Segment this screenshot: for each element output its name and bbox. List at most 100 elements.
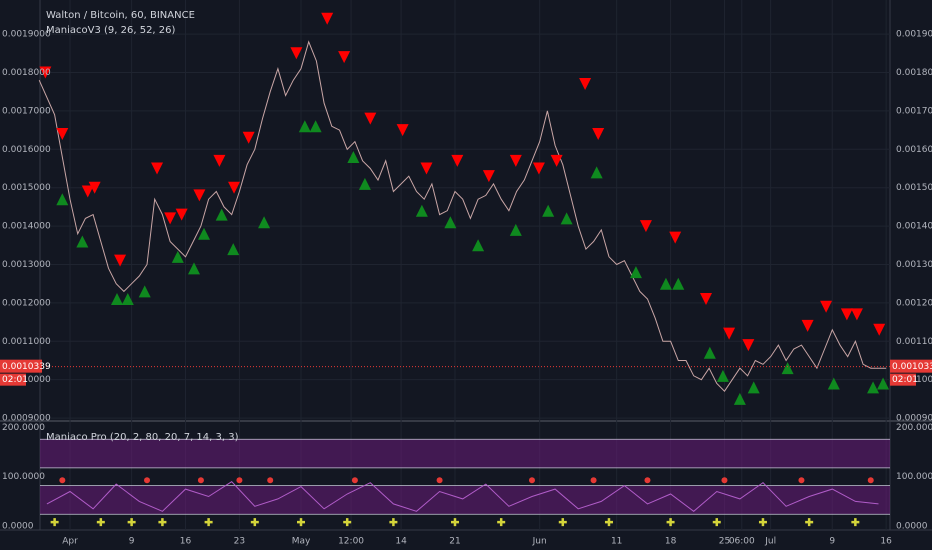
series-line [46,481,879,512]
signal-cross [712,518,721,527]
buy-signal [747,381,760,394]
sell-signal [164,212,177,225]
signal-cross [250,518,259,527]
signal-dot [528,477,535,484]
buy-signal [76,235,89,248]
sell-signal [88,181,101,194]
buy-signal [56,193,69,206]
buy-signal [781,362,794,375]
sell-signal [81,185,94,198]
sell-signal [579,78,592,91]
y-tick-label: 0.0019000 [896,30,932,40]
y-tick-label: 0.0015000 [2,183,51,193]
buy-signal [187,262,200,275]
oscillator-title: Maniaco Pro (20, 2, 80, 20, 7, 14, 3, 3) [46,432,239,443]
y-tick-label: 0.0010000 [2,375,51,385]
y-tick-label: 0.0017000 [2,106,51,116]
y-tick-label: 0.0019000 [2,30,51,40]
signal-cross [758,518,767,527]
sell-signal [396,124,409,137]
buy-signal [703,346,716,359]
signal-cross [450,518,459,527]
signal-cross [604,518,613,527]
x-tick-label: 12:00 [338,537,364,547]
price-tag [0,359,42,373]
buy-signal [509,223,522,236]
buy-signal [415,204,428,217]
signal-dot [267,477,274,484]
sell-signal [193,189,206,202]
y-tick-label: 0.0009000 [896,414,932,424]
signal-cross [389,518,398,527]
signal-cross [297,518,306,527]
signal-cross [50,518,59,527]
x-tick-label: 11 [611,537,622,547]
y-tick-label: 0.0009000 [2,414,51,424]
sell-signal [338,51,351,64]
signal-cross [343,518,352,527]
y-tick-label: 100.0000 [896,472,932,482]
x-tick-label: 9 [129,537,135,547]
signal-dot [436,477,443,484]
x-tick-label: 16 [880,537,892,547]
buy-signal [444,216,457,229]
buy-signal [827,377,840,390]
signal-dot [867,477,874,484]
y-tick-label: 0.0014000 [2,222,51,232]
signal-cross [127,518,136,527]
buy-signal [309,120,322,133]
buy-signal [716,369,729,382]
y-tick-label: 0.0011000 [896,337,932,347]
y-tick-label: 200.0000 [896,423,932,433]
buy-signal [629,266,642,279]
sell-signal [699,293,712,306]
band [40,439,890,468]
x-tick-label: 9 [829,537,835,547]
sell-signal [820,300,833,313]
sell-signal [532,162,545,175]
sell-signal [151,162,164,175]
buy-signal [590,166,603,179]
buy-signal [121,293,134,306]
buy-signal [110,293,123,306]
sell-signal [114,254,127,267]
y-tick-label: 100.0000 [2,472,45,482]
x-tick-label: 14 [395,537,407,547]
y-tick-label: 0.0018000 [2,68,51,78]
buy-signal [347,150,360,163]
sell-signal [228,181,241,194]
buy-signal [197,227,210,240]
last-price-label: 0.0010339 [2,362,51,372]
buy-signal [542,204,555,217]
countdown-tag [890,373,916,386]
sell-signal [723,327,736,340]
buy-signal [358,177,371,190]
signal-dot [644,477,651,484]
sell-signal [242,131,255,144]
x-tick-label: 18 [665,537,677,547]
plot [38,12,890,527]
buy-signal [867,381,880,394]
y-tick-label: 0.0000 [2,522,34,532]
countdown-label: 02:01 [892,375,918,385]
signal-dot [721,477,728,484]
sell-signal [175,208,188,221]
y-tick-label: 0.0016000 [2,145,51,155]
x-tick-label: Apr [62,537,78,547]
countdown-label: 02:01 [2,375,28,385]
price-tag [890,359,932,373]
band [40,485,890,515]
signal-dot [236,477,243,484]
y-tick-label: 0.0013000 [896,260,932,270]
sell-signal [550,154,563,167]
y-tick-label: 0.0017000 [896,106,932,116]
signal-dot [590,477,597,484]
y-tick-label: 0.0016000 [896,145,932,155]
sell-signal [39,66,52,79]
signal-dot [197,477,204,484]
signal-dot [351,477,358,484]
y-tick-label: 0.0011000 [2,337,51,347]
signal-cross [805,518,814,527]
signal-cross [666,518,675,527]
y-tick-label: 0.0012000 [2,298,51,308]
